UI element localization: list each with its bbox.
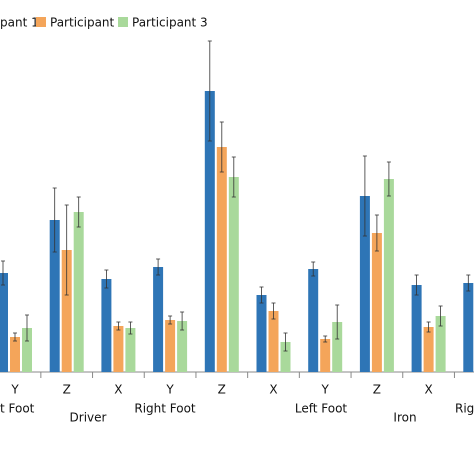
bar — [463, 283, 474, 372]
x-tick-label: X — [269, 383, 277, 397]
x-tick-label: Z — [63, 383, 71, 397]
bar — [177, 321, 188, 372]
error-bar — [386, 161, 391, 197]
error-bar — [168, 315, 173, 325]
bar — [22, 328, 32, 372]
error-bar — [25, 314, 29, 342]
x-tick-label: Y — [165, 383, 174, 397]
bar — [383, 179, 394, 372]
bar — [423, 327, 434, 372]
bar — [320, 339, 331, 372]
error-bar — [311, 261, 316, 277]
legend-label: Participant 2 — [50, 16, 126, 30]
bar — [101, 279, 112, 372]
error-bar — [362, 155, 367, 237]
group-label: Righ — [455, 402, 474, 416]
error-bar — [414, 274, 419, 296]
group-label: Left Foot — [295, 402, 348, 416]
bar — [228, 177, 239, 372]
x-tick-label: Z — [218, 383, 226, 397]
error-bar — [128, 321, 133, 335]
x-tick-label: X — [114, 383, 122, 397]
bar — [61, 250, 72, 372]
x-tick-label: Y — [321, 383, 330, 397]
error-bar — [1, 260, 5, 286]
bar — [204, 91, 215, 372]
bar — [165, 320, 176, 372]
bar — [10, 337, 20, 372]
error-bar — [64, 204, 69, 296]
error-bar — [426, 321, 431, 333]
error-bar — [207, 40, 212, 142]
error-bar — [219, 121, 224, 173]
group-label: t Foot — [0, 402, 35, 416]
error-bar — [180, 311, 185, 331]
legend-label: Participant 3 — [132, 16, 208, 30]
error-bar — [76, 196, 81, 228]
group-label: Right Foot — [134, 402, 196, 416]
error-bar — [438, 305, 443, 327]
legend-label: pant 1 — [0, 16, 39, 30]
error-bar — [466, 274, 471, 292]
bar — [73, 212, 84, 372]
x-tick-label: Z — [373, 383, 381, 397]
error-bar — [13, 332, 17, 342]
bar — [125, 328, 136, 372]
error-bar — [116, 321, 121, 331]
bar — [359, 196, 370, 372]
bar — [49, 220, 60, 372]
error-bar — [104, 269, 109, 289]
x-tick-label: Y — [10, 383, 19, 397]
error-bar — [259, 286, 264, 304]
error-bar — [335, 304, 340, 340]
error-bar — [156, 258, 161, 276]
bar — [256, 295, 267, 372]
error-bar — [323, 335, 328, 343]
error-bar — [52, 187, 57, 253]
error-bar — [271, 302, 276, 320]
bar — [113, 326, 124, 372]
error-bar — [231, 156, 236, 198]
error-bar — [374, 214, 379, 252]
bar — [280, 342, 291, 372]
group-label: Iron — [393, 411, 416, 425]
legend-swatch — [118, 17, 128, 27]
legend-swatch — [36, 17, 46, 27]
error-bar — [283, 332, 288, 352]
x-tick-label: X — [424, 383, 432, 397]
bar — [268, 311, 279, 372]
bar — [435, 316, 446, 372]
bar — [216, 147, 227, 372]
bar — [411, 285, 422, 372]
bar — [153, 267, 164, 372]
bar — [308, 269, 319, 372]
bar — [332, 322, 343, 372]
group-label: Driver — [70, 411, 107, 425]
bar — [0, 273, 8, 372]
bar — [371, 233, 382, 372]
